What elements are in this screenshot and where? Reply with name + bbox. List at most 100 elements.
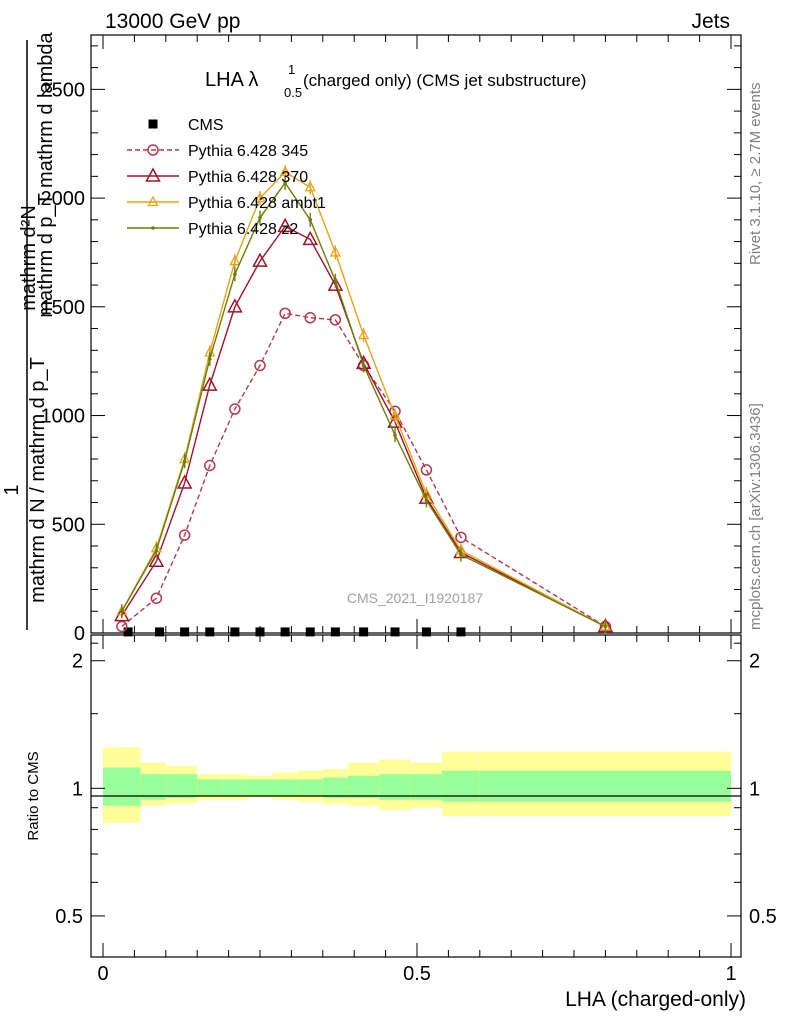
legend-entry: Pythia 6.428 ambt1: [127, 195, 326, 212]
series-point: [227, 298, 243, 313]
ylabel-top: mathrm d²N: [18, 205, 40, 311]
ratio-inner-band-bin: [347, 775, 380, 798]
legend-entry: Pythia 6.428 345: [127, 143, 308, 160]
ratio-bands: [103, 747, 731, 823]
title-sup: 1: [288, 62, 295, 77]
series-point: [229, 403, 241, 415]
main-ytick-label: 2500: [41, 79, 86, 101]
ylabel-one: 1: [1, 484, 23, 495]
series-point: [277, 217, 293, 233]
main-ylabel: mathrm d²N mathrm d p_T mathrm d lambda …: [1, 31, 57, 630]
series-point: [304, 311, 316, 324]
series-point: [255, 627, 265, 637]
series-point: [180, 627, 190, 637]
main-ytick-label: 2000: [41, 188, 86, 210]
series-point: [305, 627, 315, 637]
series-line: [121, 171, 606, 628]
series-2: [114, 217, 614, 633]
series-point: [150, 592, 163, 604]
legend-marker: [147, 195, 159, 207]
series-point: [120, 609, 124, 614]
legend-marker: [145, 167, 161, 182]
legend-label: Pythia 6.428 z2: [188, 221, 298, 238]
ratio-ytick-label-right: 1: [749, 778, 760, 800]
ratio-inner-band-bin: [479, 770, 731, 802]
ratio-ytick-label-right: 0.5: [749, 906, 777, 928]
series-point: [421, 627, 431, 637]
series-point: [182, 459, 187, 464]
series-point: [333, 278, 338, 283]
series-point: [358, 328, 370, 340]
series-point: [304, 180, 316, 192]
main-series: [114, 164, 614, 637]
series-point: [254, 359, 266, 372]
ratio-inner-band-bin: [247, 779, 273, 796]
series-point: [252, 252, 268, 267]
series-point: [229, 254, 241, 266]
series-point: [361, 363, 366, 368]
ratio-inner-band-bin: [197, 779, 223, 796]
legend-marker: [148, 119, 158, 129]
analysis-watermark: CMS_2021_I1920187: [347, 590, 483, 606]
ylabel-bottom: mathrm d N / mathrm d p_T: [27, 357, 49, 603]
series-point: [233, 272, 237, 277]
ratio-xtick-label: 0: [97, 963, 108, 985]
series-line: [121, 225, 606, 628]
series-point: [330, 627, 340, 637]
series-point: [456, 627, 466, 637]
series-point: [258, 215, 262, 220]
legend-marker: [147, 144, 159, 156]
ratio-ytick-label: 0.5: [55, 906, 83, 928]
ratio-inner-band-bin: [322, 777, 348, 798]
rivet-label: Rivet 3.1.10, ≥ 2.7M events: [747, 83, 764, 266]
series-0: [123, 627, 466, 637]
series-point: [302, 230, 318, 246]
series-point: [329, 314, 342, 326]
header-right: Jets: [691, 10, 730, 33]
legend-label: CMS: [188, 117, 224, 134]
title-main: LHA λ: [205, 69, 258, 91]
series-line: [121, 312, 606, 628]
legend-entry: Pythia 6.428 z2: [127, 221, 298, 238]
ratio-inner-band-bin: [297, 779, 323, 796]
series-point: [603, 624, 608, 629]
ratio-ylabel: Ratio to CMS: [25, 751, 42, 840]
ratio-inner-band-bin: [165, 774, 198, 798]
series-point: [116, 620, 128, 633]
series-point: [455, 531, 467, 544]
series-point: [279, 307, 291, 320]
ratio-inner-band-bin: [103, 767, 141, 806]
legend: CMS Pythia 6.428 345 Pythia 6.428 370 Pythi…: [127, 117, 326, 238]
main-ytick-label: 500: [52, 514, 85, 536]
series-point: [204, 459, 216, 472]
ratio-yticks: 0.5 0.5 1 1 2 2: [55, 642, 777, 928]
series-point: [424, 498, 429, 503]
series-point: [207, 357, 212, 361]
ratio-inner-band-bin: [442, 770, 480, 802]
ratio-inner-band-bin: [272, 779, 298, 796]
series-point: [205, 627, 215, 637]
header-left: 13000 GeV pp: [105, 10, 240, 33]
series-point: [254, 191, 266, 203]
ratio-ytick-label: 2: [72, 651, 83, 673]
main-ytick-label: 1500: [41, 297, 86, 319]
legend-entry: Pythia 6.428 370: [127, 167, 308, 186]
ratio-xticks: 0 0.5 1: [97, 635, 737, 985]
main-ytick-label: 1000: [41, 406, 86, 428]
legend-label: Pythia 6.428 ambt1: [188, 195, 326, 212]
legend-marker: [151, 226, 155, 230]
ratio-xtick-label: 0.5: [403, 963, 431, 985]
series-line: [121, 181, 606, 628]
mcplots-label: mcplots.cern.ch [arXiv:1306.3436]: [747, 403, 764, 630]
ratio-inner-band-bin: [222, 779, 248, 796]
legend-label: Pythia 6.428 345: [188, 143, 308, 160]
title-rest: (charged only) (CMS jet substructure): [303, 71, 586, 90]
main-ytick-label: 0: [74, 623, 85, 645]
series-point: [154, 548, 159, 553]
series-point: [178, 529, 191, 541]
series-4: [120, 175, 608, 634]
ratio-xlabel: LHA (charged-only): [565, 988, 746, 1011]
ylabel-top2: mathrm d p_T mathrm d lambda: [35, 31, 57, 317]
series-point: [155, 627, 165, 637]
